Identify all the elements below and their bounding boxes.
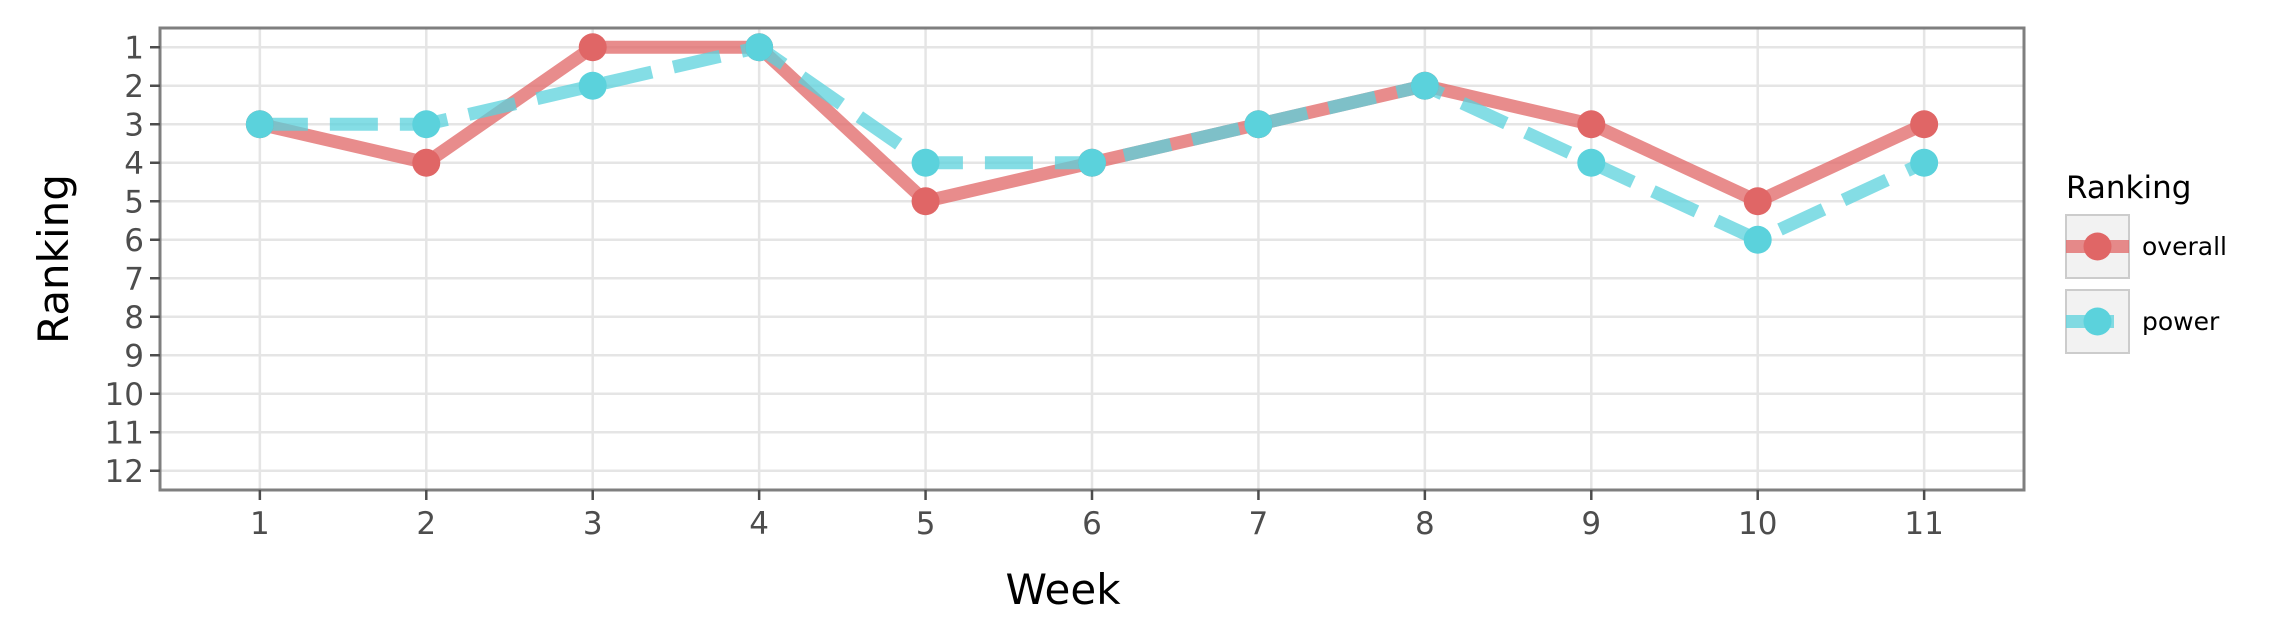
x-tick-label: 8 [1415, 506, 1435, 542]
legend-item-power: power [2065, 289, 2220, 354]
legend-key-point [2083, 307, 2112, 336]
data-point-power [1910, 148, 1939, 177]
y-tick-label: 6 [124, 223, 144, 259]
legend-items: overall power [2065, 214, 2227, 354]
y-tick-label: 12 [105, 454, 144, 490]
x-tick-label: 11 [1904, 506, 1943, 542]
y-tick-label: 5 [124, 184, 144, 220]
data-point-power [911, 148, 940, 177]
grid [160, 28, 2024, 490]
data-point-overall [578, 33, 607, 62]
x-tick-label: 6 [1082, 506, 1102, 542]
data-point-power [1577, 148, 1606, 177]
x-axis-ticks: 1 2 3 4 5 6 7 8 9 10 11 [250, 490, 1944, 542]
legend-title: Ranking [2066, 170, 2191, 206]
legend-key-point [2083, 232, 2112, 261]
y-tick-label: 4 [124, 146, 144, 182]
y-tick-label: 2 [124, 69, 144, 105]
x-axis-title: Week [1005, 565, 1121, 614]
series-layer [245, 33, 1939, 254]
x-tick-label: 4 [749, 506, 769, 542]
y-tick-label: 9 [124, 338, 144, 374]
data-point-power [1244, 110, 1273, 139]
x-tick-label: 5 [916, 506, 936, 542]
data-point-overall [911, 187, 940, 216]
data-point-overall [1910, 110, 1939, 139]
data-point-power [578, 71, 607, 100]
data-point-power [245, 110, 274, 139]
data-point-overall [1577, 110, 1606, 139]
x-tick-label: 7 [1249, 506, 1269, 542]
x-tick-label: 1 [250, 506, 270, 542]
legend-label: power [2142, 307, 2220, 336]
legend: Ranking overall power [2065, 170, 2227, 354]
data-point-power [1078, 148, 1106, 177]
data-point-power [1743, 225, 1772, 254]
y-tick-label: 10 [105, 377, 144, 413]
x-tick-label: 3 [583, 506, 603, 542]
data-point-power [412, 110, 441, 139]
y-axis-title: Ranking [29, 174, 78, 344]
x-tick-label: 10 [1738, 506, 1777, 542]
y-tick-label: 3 [124, 107, 144, 143]
data-point-power [745, 33, 774, 62]
y-tick-label: 8 [124, 300, 144, 336]
data-point-overall [412, 148, 441, 177]
legend-item-overall: overall [2065, 214, 2227, 279]
legend-label: overall [2142, 232, 2227, 261]
x-tick-label: 2 [416, 506, 436, 542]
y-tick-label: 7 [124, 261, 144, 297]
x-tick-label: 9 [1581, 506, 1601, 542]
y-tick-label: 11 [105, 415, 144, 451]
data-point-overall [1743, 187, 1772, 216]
data-point-power [1410, 71, 1439, 100]
y-tick-label: 1 [124, 30, 144, 66]
